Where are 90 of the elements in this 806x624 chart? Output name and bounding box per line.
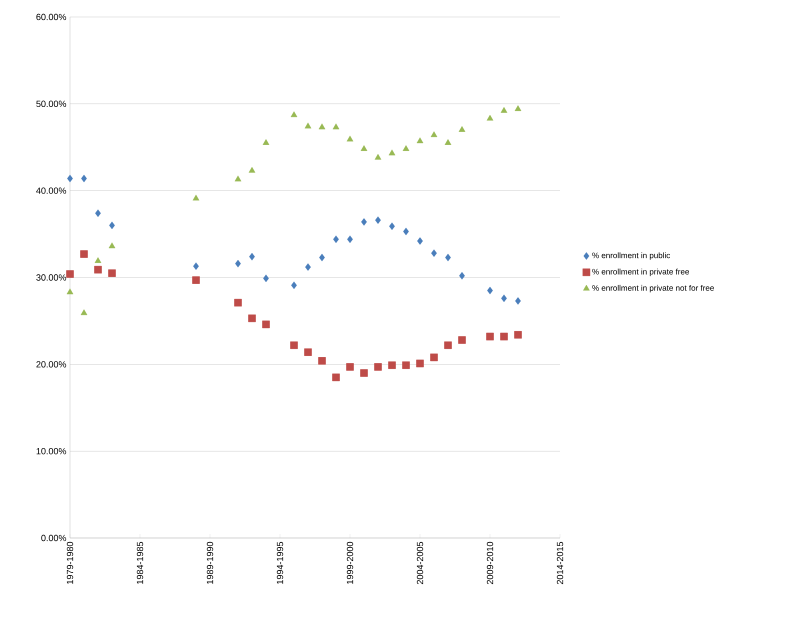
point [66, 288, 74, 294]
point [318, 357, 326, 365]
x-tick-label: 1989-1990 [206, 542, 214, 584]
point [431, 249, 437, 257]
x-tick-label: 1994-1995 [276, 542, 284, 584]
point [291, 282, 297, 290]
point [347, 235, 353, 244]
point [515, 297, 521, 305]
x-tick-label: 2004-2005 [416, 542, 424, 584]
point [346, 363, 354, 371]
point [332, 123, 340, 130]
point [500, 332, 508, 340]
point [304, 122, 312, 128]
point [417, 237, 423, 245]
y-tick-label: 10.00% [36, 448, 66, 454]
point [430, 131, 438, 138]
point [374, 154, 382, 160]
x-tick-label: 2009-2010 [486, 542, 494, 584]
point [109, 222, 115, 230]
y-tick-label: 30.00% [36, 274, 66, 281]
point [263, 274, 269, 282]
point [192, 276, 200, 284]
point [94, 266, 102, 274]
point [458, 126, 466, 132]
point [388, 150, 396, 156]
point [444, 341, 452, 350]
y-tick-label: 0.00% [41, 534, 66, 542]
point [94, 257, 102, 263]
point [108, 242, 116, 248]
point [332, 374, 340, 382]
point [318, 123, 326, 130]
point [80, 250, 88, 258]
legend-label: % enrollment in public [592, 252, 670, 260]
point [416, 360, 424, 368]
point [248, 314, 256, 322]
point [248, 166, 256, 173]
point [290, 111, 298, 118]
point [333, 235, 339, 244]
y-tick-label: 50.00% [36, 100, 66, 108]
x-tick-label: 2014-2015 [556, 542, 564, 584]
point [444, 139, 452, 145]
point [403, 228, 409, 236]
x-tick-label: 1999-2000 [346, 542, 354, 584]
point [501, 294, 507, 302]
point [486, 332, 494, 340]
y-tick-label: 20.00% [36, 361, 66, 368]
point [389, 222, 395, 230]
point [375, 216, 381, 224]
point [500, 106, 508, 113]
point [430, 354, 438, 362]
point [262, 139, 270, 145]
point [360, 369, 368, 377]
point [416, 137, 424, 144]
point [234, 176, 242, 182]
point [514, 331, 522, 339]
point [319, 254, 325, 262]
point [235, 260, 241, 268]
point [305, 263, 311, 271]
point [361, 218, 367, 226]
point [459, 272, 465, 280]
point [514, 105, 522, 112]
y-tick-label: 40.00% [36, 187, 66, 194]
point [388, 361, 396, 369]
legend-label: % enrollment in private free [592, 268, 690, 276]
point [458, 336, 466, 344]
y-tick-label: 60.00% [36, 14, 66, 20]
point [108, 269, 116, 277]
legend-label: % enrollment in private not for free [592, 284, 714, 292]
x-tick-label: 1984-1985 [136, 542, 144, 584]
point [360, 145, 368, 151]
point [262, 320, 270, 328]
point [81, 174, 87, 182]
point [487, 286, 493, 294]
point [193, 262, 199, 270]
point [67, 174, 73, 182]
point [402, 145, 410, 151]
point [234, 298, 242, 306]
point [290, 341, 298, 350]
point [346, 136, 354, 142]
point [80, 309, 88, 316]
point [95, 209, 101, 218]
point [445, 254, 451, 262]
point [486, 114, 494, 121]
point [192, 194, 200, 200]
point [374, 363, 382, 371]
x-tick-label: 1979-1980 [66, 542, 74, 584]
point [66, 270, 74, 278]
point [249, 252, 255, 260]
point [402, 361, 410, 369]
point [304, 348, 312, 356]
